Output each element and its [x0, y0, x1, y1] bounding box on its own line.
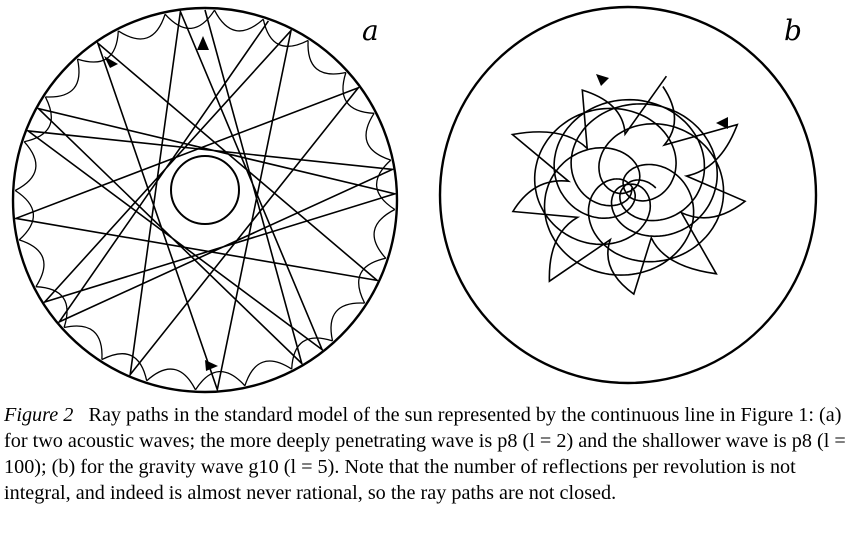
scallop-arc: [262, 19, 309, 47]
scallop-arc: [14, 189, 35, 241]
deep-acoustic-ray-path: [12, 8, 398, 393]
arrowhead-icon: [716, 117, 728, 129]
arrowhead-icon: [205, 360, 218, 371]
panel-label-b: b: [784, 14, 802, 47]
scallop-arc: [213, 9, 264, 32]
scallop-arc: [77, 30, 119, 63]
scallop-arc: [101, 353, 148, 381]
inner-turning-circle: [170, 155, 240, 225]
scallop-arc: [117, 14, 166, 40]
caption-label: Figure 2: [4, 404, 74, 426]
scallop-arc: [194, 370, 246, 391]
scallop-arc: [146, 368, 197, 391]
ray-direction-arrows-a: [104, 36, 218, 371]
scallop-arc: [244, 360, 293, 386]
arrowhead-icon: [596, 74, 609, 86]
scallop-arc: [375, 159, 396, 211]
caption-text: Ray paths in the standard model of the s…: [4, 404, 846, 504]
scallop-arc: [14, 141, 37, 192]
scallop-arc: [35, 286, 68, 328]
scallop-arc: [45, 58, 80, 98]
ray-path-figure: [11, 5, 818, 394]
sun-surface-circle-b: [438, 5, 818, 385]
scallop-arc: [342, 72, 375, 114]
panel-a-acoustic-rays: [11, 6, 399, 394]
shallow-acoustic-ray-path: [14, 9, 396, 391]
scallop-arc: [330, 302, 365, 342]
scallop-arc: [24, 96, 52, 143]
panel-b-gravity-ray: [438, 5, 818, 385]
scallop-arc: [19, 239, 45, 288]
gravity-wave-outer-loops: [510, 75, 747, 296]
scallop-arc: [365, 112, 391, 161]
arrowhead-icon: [197, 36, 209, 50]
panel-label-a: a: [362, 14, 379, 47]
sun-surface-circle-a: [11, 6, 399, 394]
scallop-arc: [373, 208, 396, 259]
scallop-arc: [164, 9, 216, 30]
scallop-arc: [307, 40, 347, 75]
scallop-arc: [291, 337, 333, 370]
scallop-arc: [358, 257, 386, 304]
figure-caption: Figure 2 Ray paths in the standard model…: [4, 402, 846, 506]
scallop-arc: [63, 325, 103, 360]
gravity-wave-ray-path: [533, 98, 725, 276]
ray-direction-arrows-b: [596, 74, 728, 129]
arrowhead-icon: [104, 56, 118, 68]
